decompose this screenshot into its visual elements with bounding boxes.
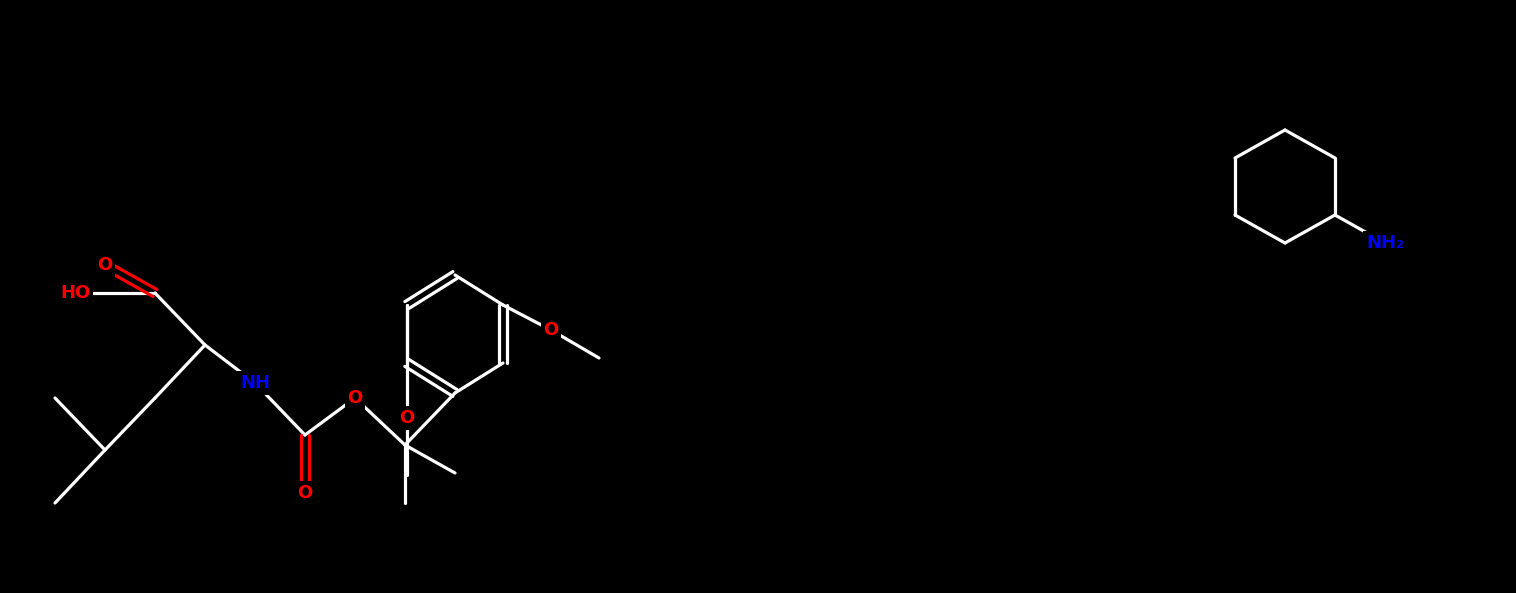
Text: O: O [347, 389, 362, 407]
Text: NH₂: NH₂ [1366, 234, 1404, 252]
Text: O: O [399, 409, 414, 427]
Text: HO: HO [59, 284, 89, 302]
Text: O: O [97, 256, 112, 274]
Text: O: O [543, 321, 558, 339]
Text: NH: NH [240, 374, 270, 392]
Text: O: O [297, 484, 312, 502]
